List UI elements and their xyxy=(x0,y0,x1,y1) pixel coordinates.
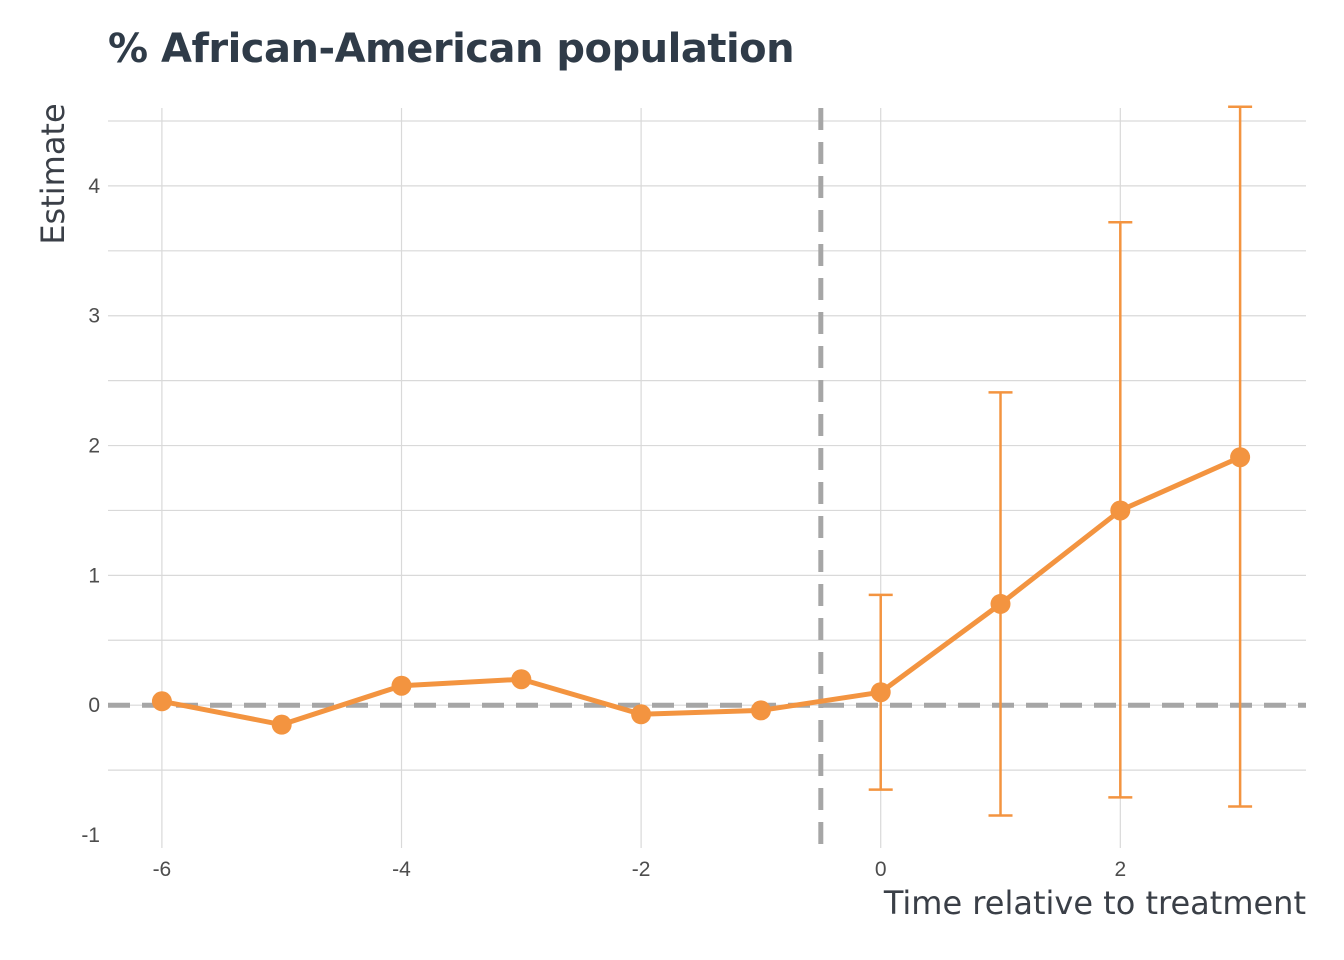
data-point xyxy=(511,669,532,690)
y-tick-label: 0 xyxy=(88,694,100,717)
series-line xyxy=(161,454,1242,728)
y-tick-label: 3 xyxy=(88,305,100,328)
data-point xyxy=(990,593,1011,614)
data-point xyxy=(1230,447,1251,468)
x-tick-label: 0 xyxy=(875,858,887,881)
y-tick-label: 2 xyxy=(88,435,100,458)
y-tick-label: 1 xyxy=(88,564,100,587)
series xyxy=(151,105,1253,817)
data-point xyxy=(151,691,172,712)
y-tick-label: -1 xyxy=(81,824,100,847)
data-point xyxy=(1110,500,1131,521)
gridlines xyxy=(108,108,1306,848)
tick-labels: -6 -4 -2 0 2 -1 0 1 2 3 4 xyxy=(81,175,1126,881)
reference-lines xyxy=(108,108,1306,848)
x-tick-label: 2 xyxy=(1114,858,1126,881)
data-point xyxy=(631,704,652,725)
data-point xyxy=(750,700,771,721)
x-tick-label: -2 xyxy=(632,858,651,881)
data-point xyxy=(870,682,891,703)
y-axis-label: Estimate xyxy=(34,103,72,244)
x-axis-label: Time relative to treatment xyxy=(883,884,1306,922)
x-tick-label: -4 xyxy=(392,858,411,881)
chart-title: % African-American population xyxy=(108,26,795,72)
data-point xyxy=(391,675,412,696)
data-point xyxy=(271,714,292,735)
x-tick-label: -6 xyxy=(153,858,172,881)
y-tick-label: 4 xyxy=(88,175,100,198)
